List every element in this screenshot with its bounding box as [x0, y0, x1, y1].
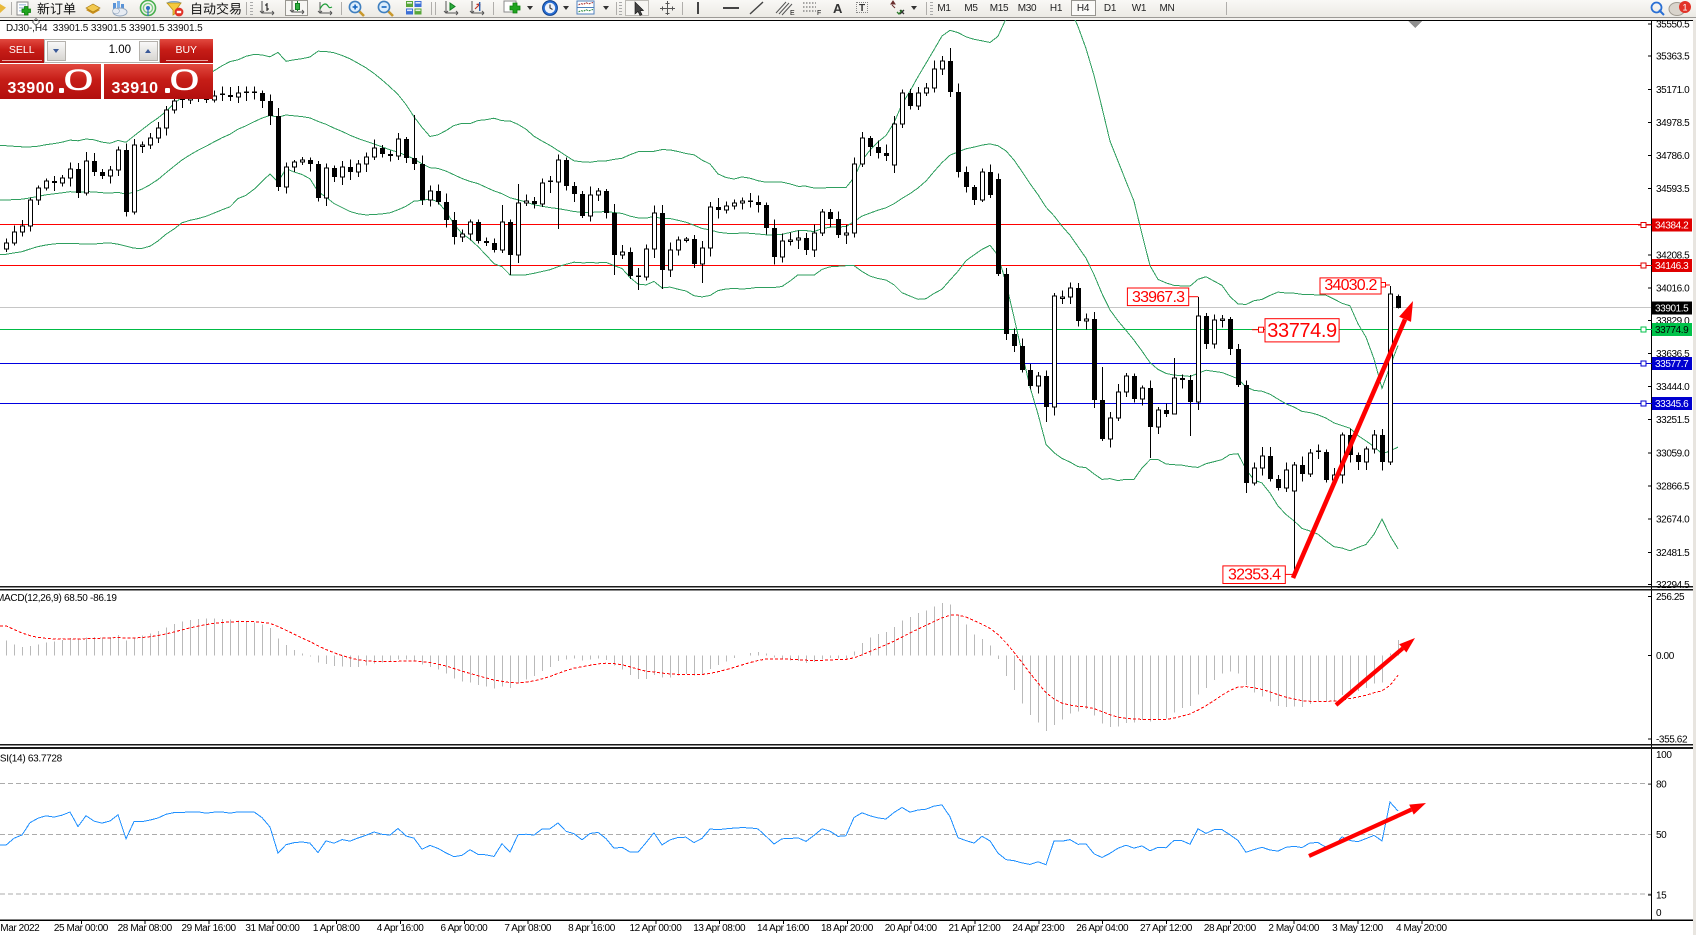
svg-text:32294.5: 32294.5	[1656, 580, 1690, 591]
svg-text:28 Apr 20:00: 28 Apr 20:00	[1204, 923, 1257, 934]
svg-text:33829.0: 33829.0	[1656, 316, 1690, 327]
svg-text:1: 1	[1682, 3, 1687, 13]
svg-text:256.25: 256.25	[1656, 592, 1685, 603]
svg-text:34786.0: 34786.0	[1656, 151, 1690, 162]
svg-text:35171.0: 35171.0	[1656, 85, 1690, 96]
svg-text:34593.5: 34593.5	[1656, 184, 1690, 195]
svg-text:0: 0	[1656, 908, 1662, 919]
svg-text:18 Apr 20:00: 18 Apr 20:00	[821, 923, 874, 934]
svg-text:20 Apr 04:00: 20 Apr 04:00	[885, 923, 938, 934]
svg-text:33577.7: 33577.7	[1655, 359, 1689, 370]
svg-text:6 Apr 00:00: 6 Apr 00:00	[441, 923, 489, 934]
svg-text:33345.6: 33345.6	[1655, 399, 1689, 410]
svg-text:33636.5: 33636.5	[1656, 349, 1690, 360]
svg-text:35363.5: 35363.5	[1656, 52, 1690, 63]
svg-text:32866.5: 32866.5	[1656, 482, 1690, 493]
svg-text:34146.3: 34146.3	[1655, 261, 1689, 272]
svg-text:25 Mar 00:00: 25 Mar 00:00	[54, 923, 109, 934]
svg-text:100: 100	[1656, 750, 1672, 761]
svg-text:24 Apr 23:00: 24 Apr 23:00	[1012, 923, 1065, 934]
svg-text:50: 50	[1656, 830, 1667, 841]
svg-text:33444.0: 33444.0	[1656, 382, 1690, 393]
svg-text:4 Apr 16:00: 4 Apr 16:00	[377, 923, 425, 934]
svg-text:E: E	[790, 10, 795, 17]
svg-text:34978.5: 34978.5	[1656, 118, 1690, 129]
svg-text:34384.2: 34384.2	[1655, 220, 1689, 231]
svg-text:33901.5: 33901.5	[1655, 303, 1689, 314]
svg-text:32353.4: 32353.4	[1228, 567, 1281, 584]
svg-text:33774.9: 33774.9	[1267, 320, 1337, 342]
svg-text:21 Apr 12:00: 21 Apr 12:00	[949, 923, 1002, 934]
svg-text:35550.5: 35550.5	[1656, 20, 1690, 31]
svg-text:34208.5: 34208.5	[1656, 251, 1690, 262]
svg-text:80: 80	[1656, 779, 1667, 790]
svg-text:13 Apr 08:00: 13 Apr 08:00	[693, 923, 746, 934]
svg-text:33251.5: 33251.5	[1656, 415, 1690, 426]
svg-text:29 Mar 16:00: 29 Mar 16:00	[182, 923, 237, 934]
svg-text:7 Apr 08:00: 7 Apr 08:00	[504, 923, 552, 934]
svg-text:33967.3: 33967.3	[1132, 289, 1185, 306]
svg-text:26 Apr 04:00: 26 Apr 04:00	[1076, 923, 1129, 934]
svg-text:15: 15	[1656, 891, 1667, 902]
svg-text:3 May 12:00: 3 May 12:00	[1332, 923, 1383, 934]
svg-text:33059.0: 33059.0	[1656, 448, 1690, 459]
svg-text:33774.9: 33774.9	[1655, 325, 1689, 336]
svg-text:27 Apr 12:00: 27 Apr 12:00	[1140, 923, 1193, 934]
svg-text:0.00: 0.00	[1656, 651, 1675, 662]
svg-text:-355.62: -355.62	[1656, 735, 1688, 746]
svg-text:31 Mar 00:00: 31 Mar 00:00	[245, 923, 300, 934]
svg-text:Mar 2022: Mar 2022	[0, 923, 40, 934]
svg-text:1 Apr 08:00: 1 Apr 08:00	[313, 923, 361, 934]
svg-text:4 May 20:00: 4 May 20:00	[1396, 923, 1447, 934]
svg-text:12 Apr 00:00: 12 Apr 00:00	[629, 923, 682, 934]
svg-text:MACD(12,26,9) 68.50 -86.19: MACD(12,26,9) 68.50 -86.19	[0, 593, 117, 604]
svg-text:RSI(14) 63.7728: RSI(14) 63.7728	[0, 754, 63, 765]
svg-text:32674.0: 32674.0	[1656, 515, 1690, 526]
svg-text:F: F	[817, 10, 821, 17]
svg-text:28 Mar 08:00: 28 Mar 08:00	[118, 923, 173, 934]
svg-text:8 Apr 16:00: 8 Apr 16:00	[568, 923, 616, 934]
svg-text:32481.5: 32481.5	[1656, 548, 1690, 559]
svg-text:34030.2: 34030.2	[1324, 277, 1377, 294]
svg-text:2 May 04:00: 2 May 04:00	[1268, 923, 1319, 934]
svg-text:14 Apr 16:00: 14 Apr 16:00	[757, 923, 810, 934]
svg-text:34016.0: 34016.0	[1656, 284, 1690, 295]
